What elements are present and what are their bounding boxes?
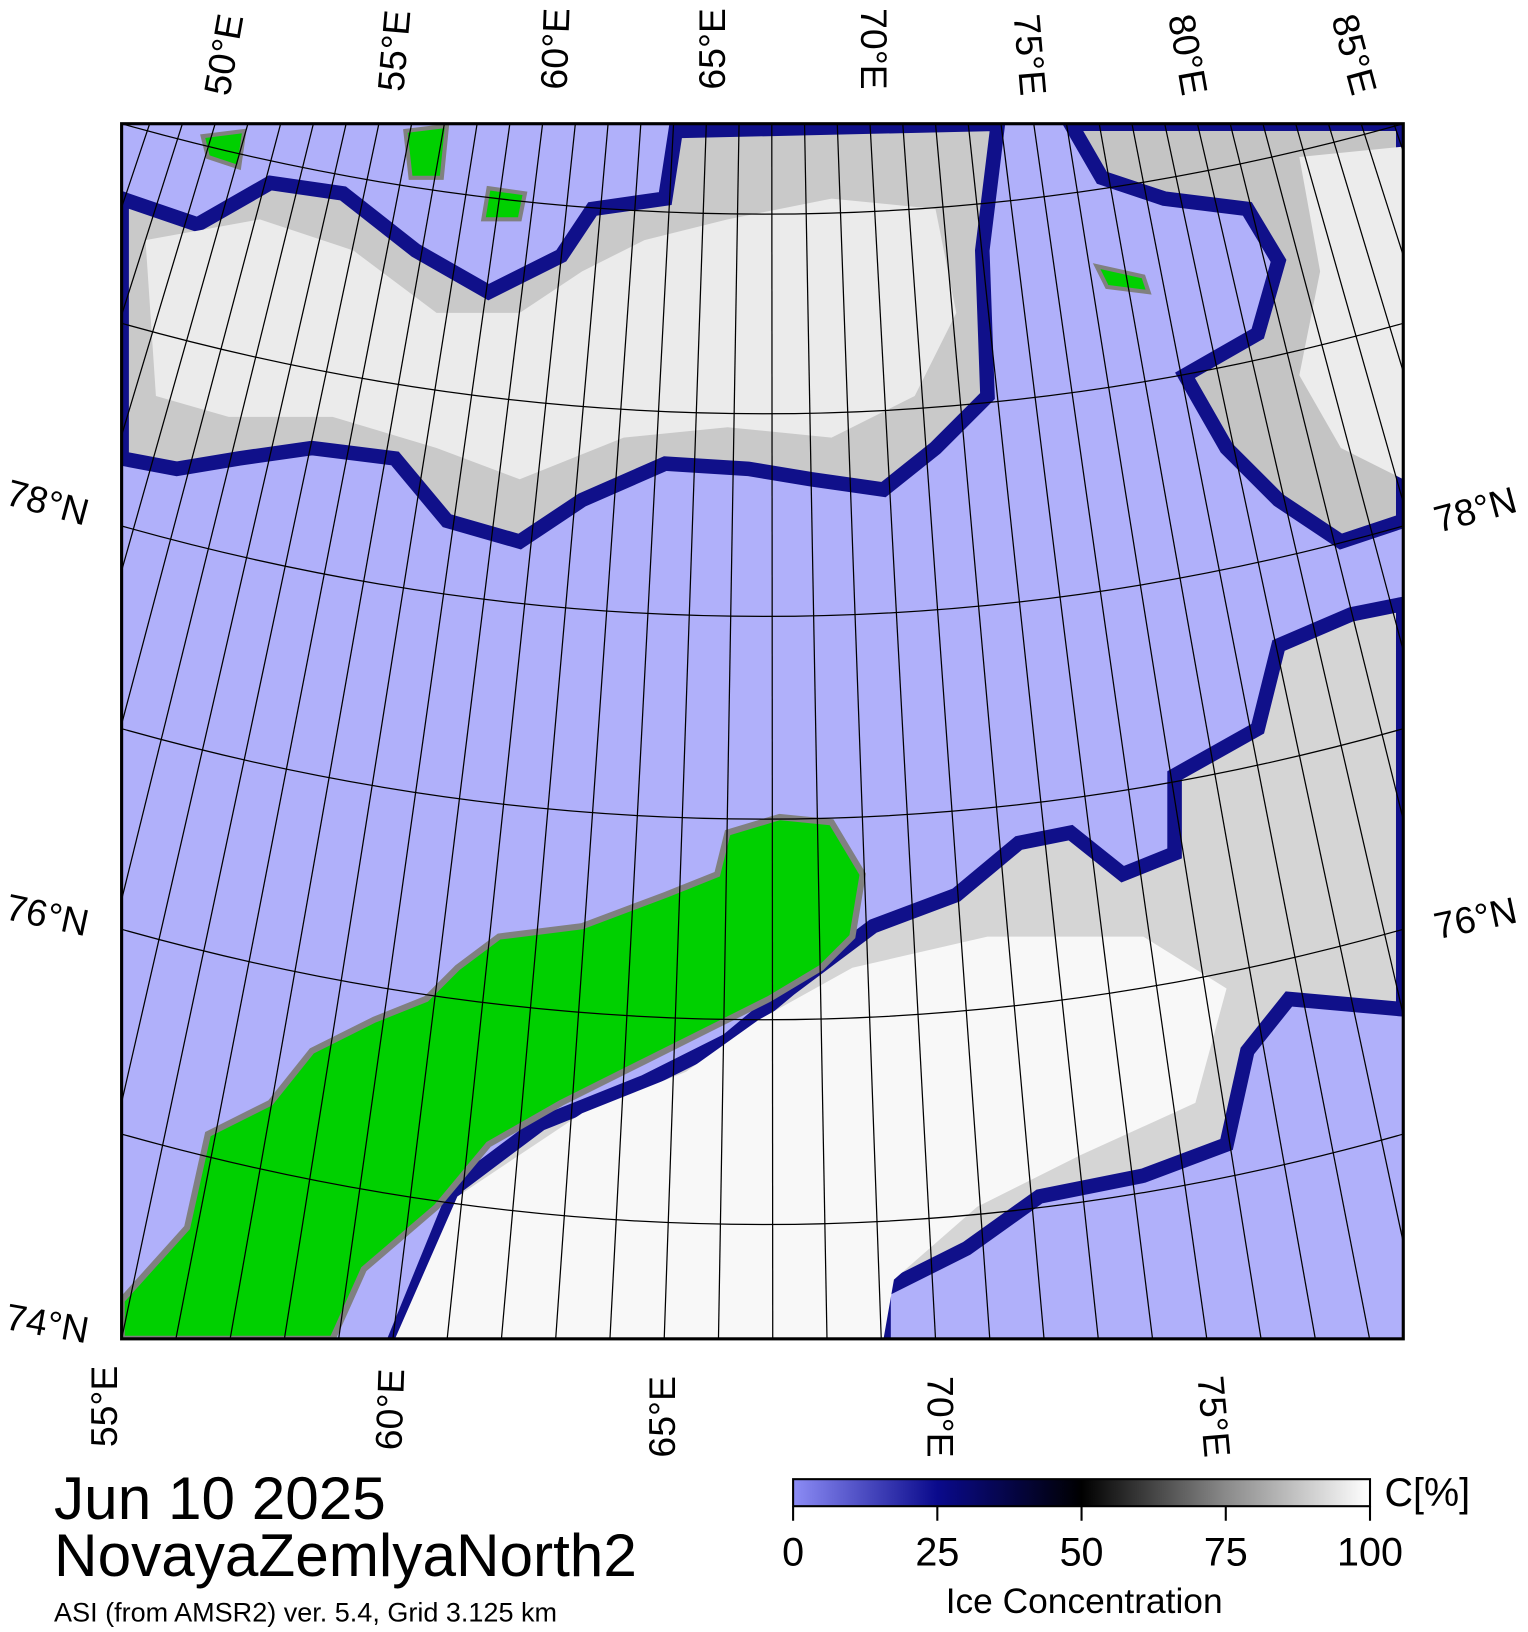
- parallel: [121, 728, 1404, 820]
- meridian: [869, 123, 937, 1339]
- axis-label: 76°N: [1430, 889, 1520, 947]
- meridian: [338, 123, 511, 1339]
- meridian: [1262, 123, 1404, 653]
- axis-label: 75°E: [1006, 12, 1055, 97]
- axis-labels: 50°E 55°E 60°E 65°E 70°E 75°E 80°E 85°E 55°E 60°E…: [2, 7, 1521, 1459]
- meridian: [175, 123, 413, 1339]
- meridian: [1065, 123, 1262, 1339]
- colorbar-tick-label: 0: [782, 1530, 804, 1574]
- meridian: [717, 123, 740, 1339]
- map-area: [121, 123, 1404, 1339]
- axis-label: 74°N: [3, 1295, 93, 1351]
- map-frame: [120, 122, 1405, 1341]
- meridian: [283, 123, 478, 1339]
- axis-label: 65°E: [691, 8, 733, 90]
- meridian: [555, 123, 642, 1339]
- colorbar: [792, 1478, 1372, 1508]
- meridian: [392, 123, 544, 1339]
- axis-label: 78°N: [1429, 478, 1521, 540]
- graticule: [121, 123, 1404, 1339]
- axis-label: 75°E: [1190, 1374, 1239, 1459]
- axis-label: 50°E: [196, 11, 252, 99]
- meridian: [500, 123, 609, 1339]
- meridian: [1229, 123, 1404, 823]
- axis-label: 78°N: [2, 471, 94, 533]
- meridian: [609, 123, 675, 1339]
- meridian: [663, 123, 707, 1339]
- colorbar-unit: C[%]: [1385, 1471, 1471, 1515]
- meridian: [446, 123, 576, 1339]
- axis-label: 60°E: [533, 7, 578, 90]
- colorbar-ticks: 0 25 50 75 100: [782, 1506, 1403, 1574]
- parallel: [121, 525, 1404, 617]
- meridian: [1131, 123, 1371, 1339]
- meridian: [121, 123, 282, 727]
- axis-label: 55°E: [83, 1366, 125, 1448]
- colorbar-label: Ice Concentration: [946, 1582, 1223, 1621]
- meridian: [121, 123, 315, 903]
- axis-label: 85°E: [1323, 10, 1385, 100]
- meridian: [934, 123, 1045, 1339]
- axis-label: 70°E: [853, 8, 895, 90]
- land: [1092, 263, 1152, 295]
- land: [200, 123, 528, 222]
- meridian: [902, 123, 991, 1339]
- parallel: [121, 322, 1404, 415]
- meridian: [803, 123, 828, 1339]
- colorbar-tick-label: 75: [1204, 1530, 1248, 1574]
- meridian: [1000, 123, 1154, 1339]
- meridian: [1033, 123, 1208, 1339]
- region-name: NovayaZemlyaNorth2: [54, 1521, 637, 1589]
- parallel: [121, 928, 1404, 1021]
- sea-ice: [394, 936, 1227, 1339]
- meridian: [121, 123, 380, 1339]
- colorbar-tick-label: 100: [1337, 1530, 1403, 1574]
- axis-label: 76°N: [2, 886, 92, 944]
- axis-label: 70°E: [920, 1376, 962, 1458]
- parallel: [121, 123, 1404, 215]
- axis-label: 65°E: [641, 1376, 683, 1458]
- colorbar-tick-label: 25: [915, 1530, 959, 1574]
- meridian: [121, 123, 347, 1106]
- meridian: [771, 123, 774, 1339]
- axis-label: 80°E: [1160, 11, 1216, 99]
- axis-label: 60°E: [367, 1368, 412, 1451]
- meridian: [1098, 123, 1316, 1339]
- meridian: [229, 123, 446, 1339]
- meridian: [1164, 123, 1404, 1246]
- meridian: [1196, 123, 1404, 1018]
- source-note: ASI (from AMSR2) ver. 5.4, Grid 3.125 km: [54, 1597, 557, 1627]
- colorbar-tick-label: 50: [1060, 1530, 1104, 1574]
- date: Jun 10 2025: [54, 1464, 386, 1532]
- meridian: [967, 123, 1099, 1339]
- meridian: [836, 123, 882, 1339]
- parallel: [121, 1133, 1404, 1226]
- axis-label: 55°E: [370, 8, 419, 93]
